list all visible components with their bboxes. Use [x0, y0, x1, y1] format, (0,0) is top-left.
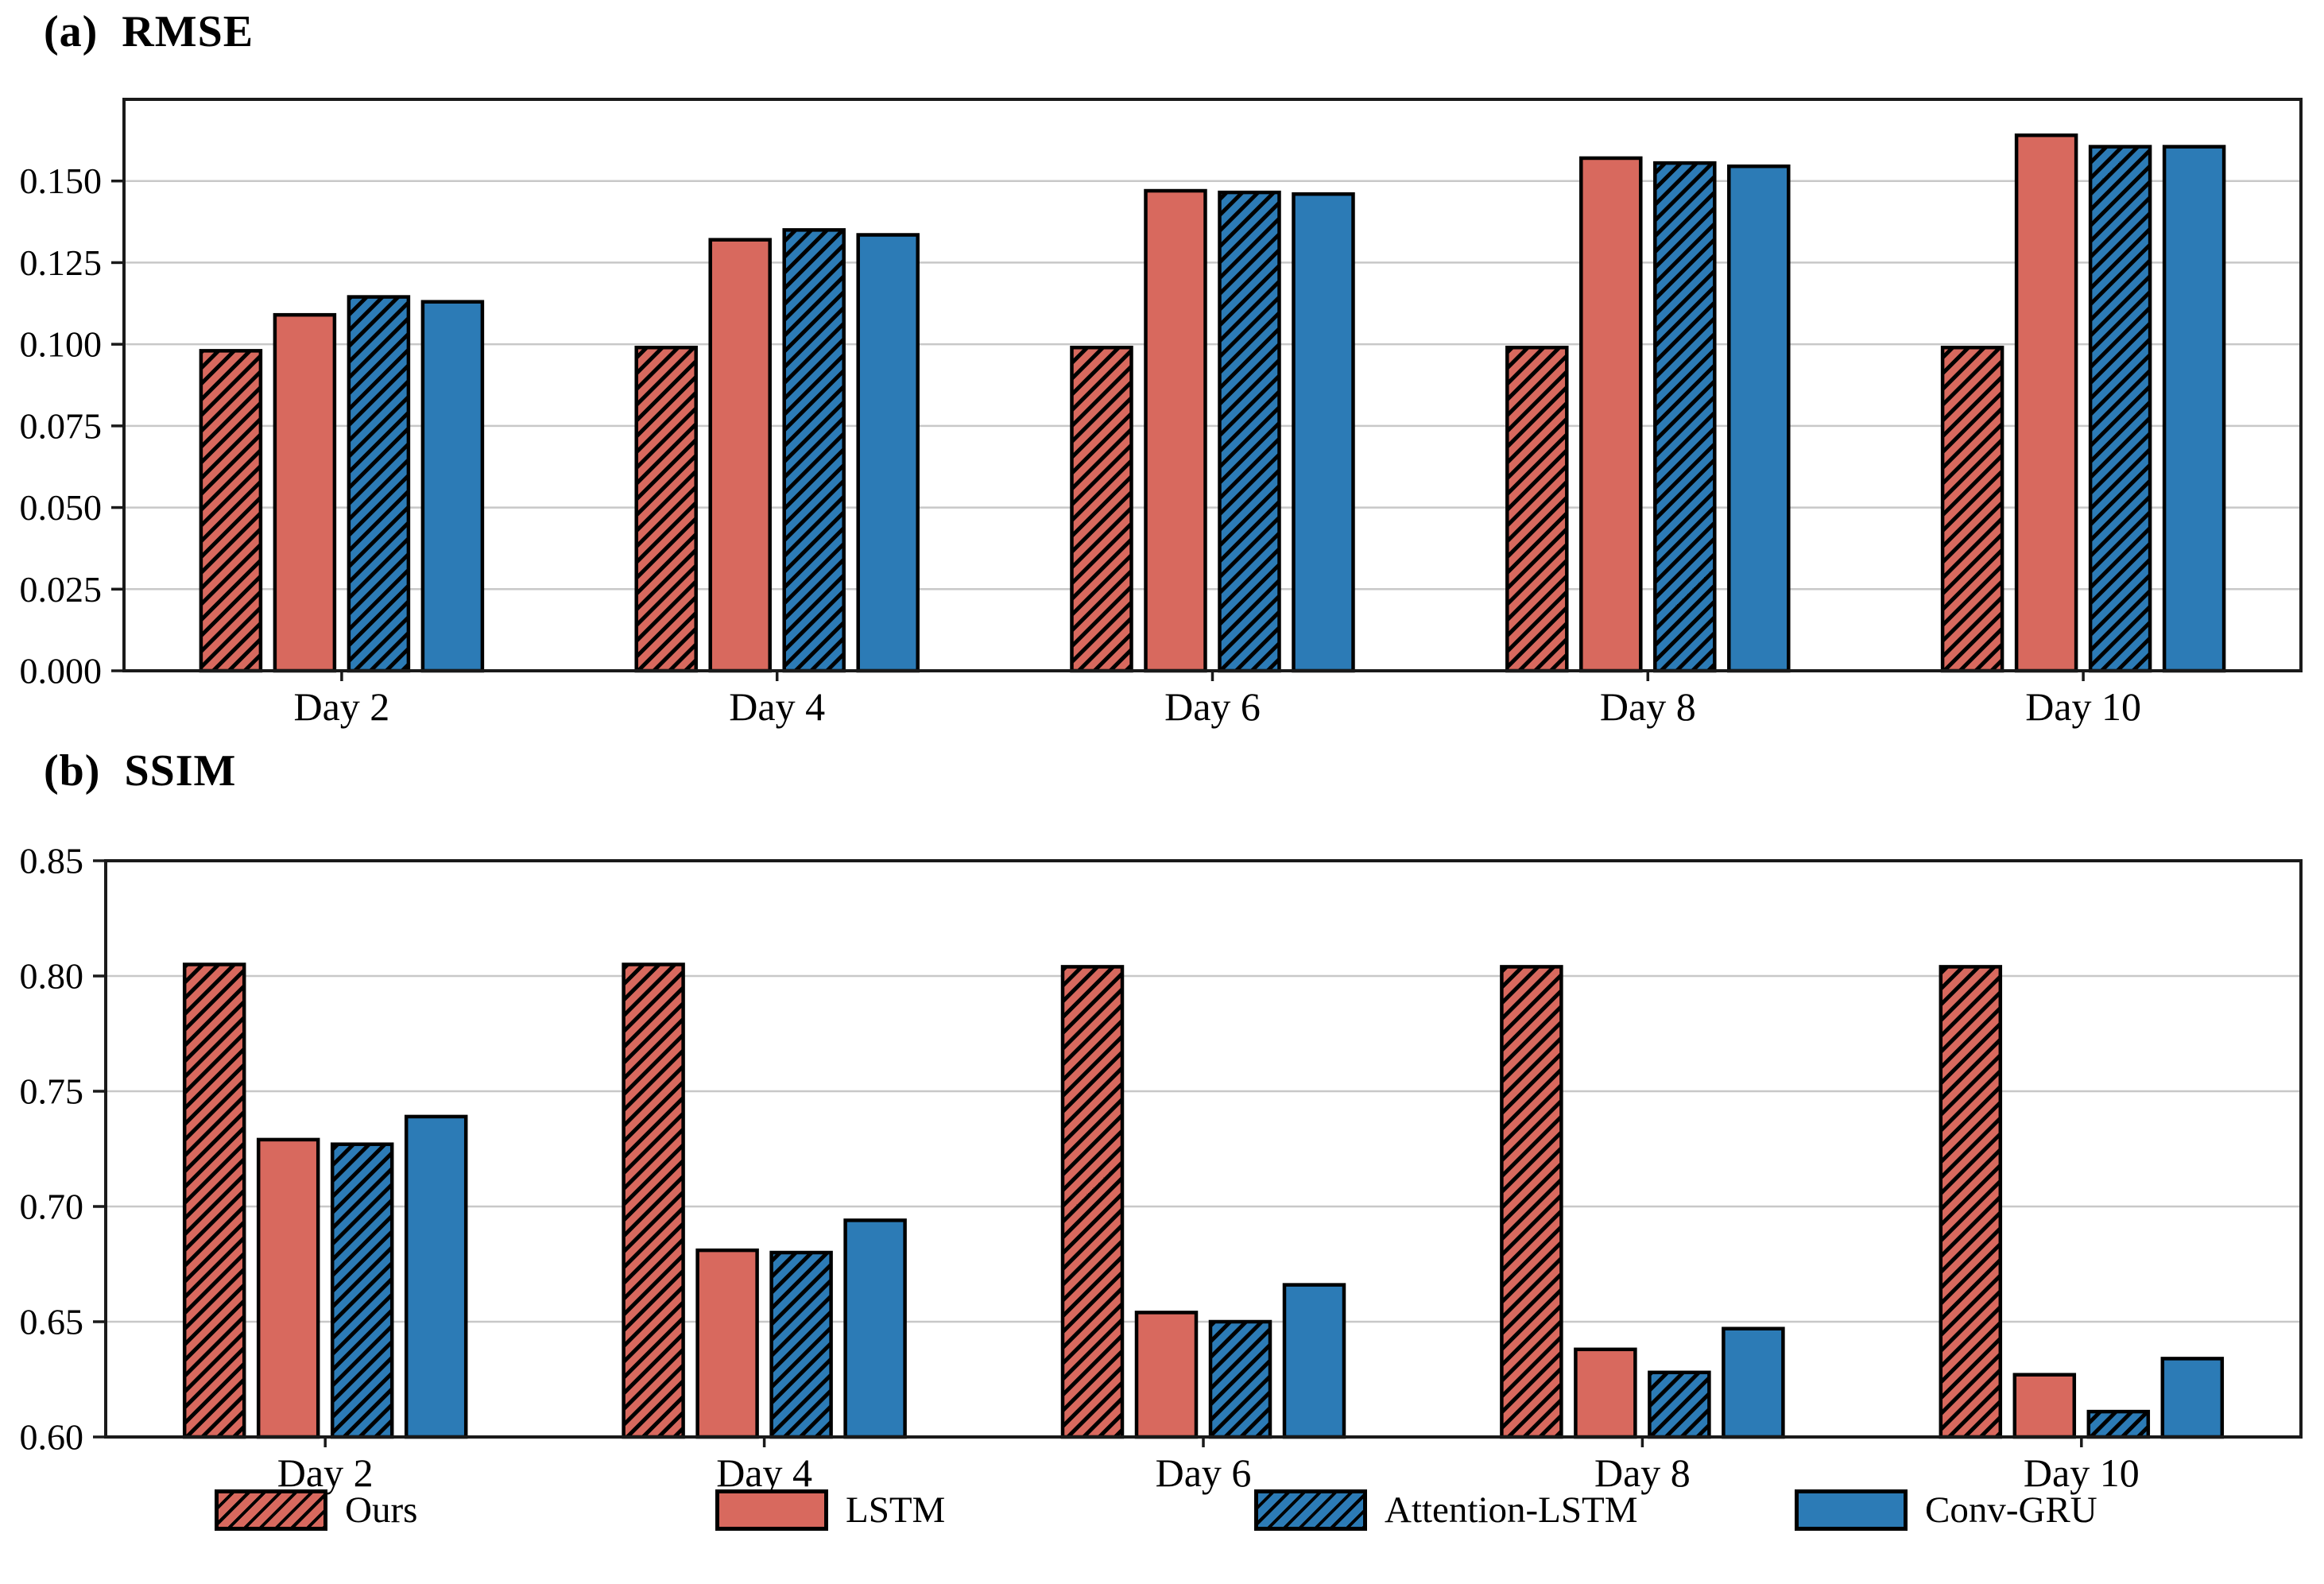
x-tick-label: Day 6 [1164, 684, 1261, 729]
x-tick-label: Day 10 [2025, 684, 2141, 729]
plot-border [122, 98, 2303, 672]
legend-item-conv-gru: Conv-GRU [1795, 1485, 2097, 1536]
y-tick-label: 0.85 [20, 841, 84, 881]
bar-ours-day-4 [622, 962, 685, 1439]
legend-item-lstm: LSTM [715, 1485, 945, 1536]
bar-lstm-day-8 [1574, 1347, 1637, 1439]
bar-lstm-day-6 [1144, 188, 1207, 673]
bar-conv-gru-day-4 [843, 1218, 907, 1439]
bar-conv-gru-day-8 [1722, 1326, 1785, 1439]
legend-item-ours: Ours [215, 1485, 417, 1536]
bar-ours-day-4 [634, 346, 698, 673]
legend-item-attention-lstm: Attention-LSTM [1254, 1485, 1638, 1536]
panel-a-title-prefix: (a) [44, 7, 99, 56]
bar-ours-day-2 [199, 349, 263, 673]
y-tick-label: 0.050 [20, 487, 103, 528]
bar-lstm-day-6 [1134, 1311, 1199, 1439]
bar-lstm-day-4 [708, 238, 772, 673]
bar-conv-gru-day-8 [1727, 164, 1791, 673]
y-tick-label: 0.70 [20, 1187, 84, 1227]
y-tick-label: 0.150 [20, 161, 103, 201]
bar-lstm-day-10 [2012, 1373, 2077, 1439]
legend-swatch-hatched-blue [1254, 1489, 1367, 1531]
bar-ours-day-2 [182, 962, 246, 1439]
bar-attention-lstm-day-8 [1648, 1370, 1711, 1439]
bar-conv-gru-day-6 [1282, 1283, 1346, 1439]
x-tick-label: Day 2 [277, 1450, 374, 1495]
bar-ours-day-10 [1940, 346, 2004, 673]
bar-ours-day-8 [1500, 965, 1563, 1439]
bar-attention-lstm-day-6 [1208, 1319, 1272, 1439]
bar-conv-gru-day-2 [404, 1114, 468, 1439]
bar-lstm-day-2 [256, 1137, 320, 1439]
bar-lstm-day-8 [1579, 156, 1643, 673]
y-tick-label: 0.125 [20, 242, 103, 283]
bar-lstm-day-2 [273, 312, 337, 673]
x-tick-label: Day 2 [293, 684, 389, 729]
panel-b-title-prefix: (b) [44, 746, 101, 796]
bar-conv-gru-day-4 [856, 233, 920, 673]
bar-conv-gru-day-6 [1292, 192, 1355, 673]
bar-lstm-day-4 [695, 1248, 759, 1439]
y-tick-label: 0.80 [20, 956, 84, 997]
bar-ours-day-6 [1070, 346, 1133, 673]
legend-swatch-hatched-red [215, 1489, 327, 1531]
y-tick-label: 0.75 [20, 1071, 84, 1112]
bar-attention-lstm-day-4 [782, 228, 846, 673]
x-tick-label: Day 4 [729, 684, 825, 729]
panel-a-title: (a) RMSE [44, 6, 254, 57]
y-tick-label: 0.025 [20, 569, 103, 610]
y-tick-label: 0.075 [20, 405, 103, 446]
bar-attention-lstm-day-8 [1653, 161, 1717, 673]
bar-attention-lstm-day-6 [1218, 190, 1281, 673]
legend-swatch-solid-blue [1795, 1489, 1908, 1531]
y-tick-label: 0.65 [20, 1302, 84, 1342]
bar-conv-gru-day-10 [2160, 1357, 2225, 1439]
bar-attention-lstm-day-2 [330, 1142, 394, 1439]
y-tick-label: 0.000 [20, 651, 103, 691]
x-tick-label: Day 4 [716, 1450, 812, 1495]
bar-ours-day-10 [1939, 965, 2003, 1439]
bar-conv-gru-day-2 [420, 300, 485, 673]
bar-conv-gru-day-10 [2162, 145, 2226, 673]
panel-b-title-label: SSIM [124, 746, 237, 796]
y-tick-label: 0.100 [20, 324, 103, 365]
bar-lstm-day-10 [2014, 133, 2078, 673]
x-tick-label: Day 10 [2024, 1450, 2140, 1495]
bar-attention-lstm-day-10 [2088, 145, 2152, 673]
x-tick-label: Day 8 [1600, 684, 1696, 729]
panel-b-title: (b) SSIM [44, 746, 236, 796]
bar-attention-lstm-day-10 [2086, 1409, 2151, 1439]
legend-label: Conv-GRU [1925, 1489, 2097, 1531]
legend-label: Ours [345, 1489, 418, 1531]
x-tick-label: Day 6 [1156, 1450, 1252, 1495]
plot-border [104, 859, 2303, 1439]
panel-a-title-label: RMSE [122, 7, 254, 56]
bar-ours-day-8 [1505, 346, 1569, 673]
bar-attention-lstm-day-2 [347, 295, 411, 673]
legend-swatch-solid-red [715, 1489, 828, 1531]
legend-label: Attention-LSTM [1385, 1489, 1638, 1531]
x-tick-label: Day 8 [1594, 1450, 1691, 1495]
bar-attention-lstm-day-4 [769, 1250, 833, 1439]
chart-legend: Ours LSTM Attention-LSTM Conv-GRU [0, 1485, 2324, 1548]
y-tick-label: 0.60 [20, 1417, 84, 1458]
bar-ours-day-6 [1060, 965, 1125, 1439]
legend-label: LSTM [846, 1489, 946, 1531]
